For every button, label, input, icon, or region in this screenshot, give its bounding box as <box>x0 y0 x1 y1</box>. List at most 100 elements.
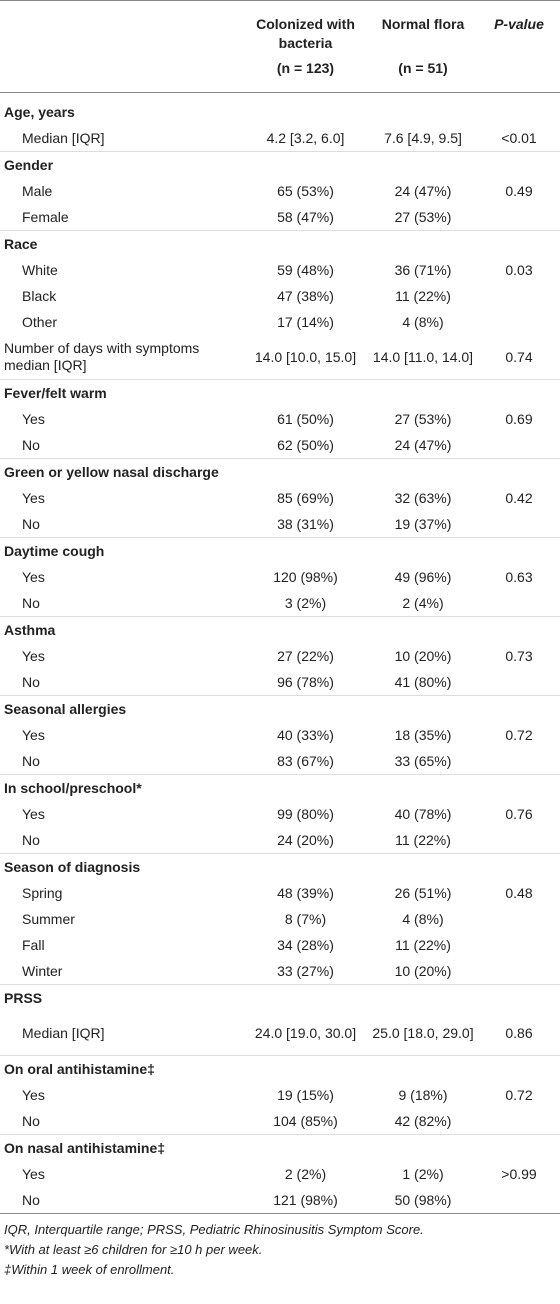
p-value: 0.72 <box>505 1086 533 1103</box>
data-row: Yes 99 (80%) 40 (78%) 0.76 <box>0 801 560 827</box>
header-cell: Colonized with bacteria <box>243 0 368 53</box>
group-row: Season of diagnosis <box>0 853 560 880</box>
group-label: On oral antihistamine‡ <box>0 1055 560 1082</box>
data-row: Yes 85 (69%) 32 (63%) 0.42 <box>0 485 560 511</box>
p-value: 0.69 <box>505 410 533 427</box>
row-label: No <box>22 1112 40 1129</box>
value-cell: 10 (20%) <box>394 647 452 664</box>
value-cell: 7.6 [4.9, 9.5] <box>384 129 462 146</box>
p-value <box>478 511 560 538</box>
value-cell: 11 (22%) <box>395 936 451 953</box>
value-cell: 17 (14%) <box>277 313 334 330</box>
value-cell: 4 (8%) <box>402 910 444 927</box>
group-row: Asthma <box>0 616 560 643</box>
data-row: Female 58 (47%) 27 (53%) <box>0 204 560 231</box>
row-label: No <box>22 436 40 453</box>
value-cell: 59 (48%) <box>277 261 334 278</box>
table-header: Colonized with bacteria Normal flora P-v… <box>0 0 560 93</box>
value-cell: 19 (15%) <box>277 1086 334 1103</box>
p-value: 0.86 <box>505 1024 533 1041</box>
data-row: Yes 61 (50%) 27 (53%) 0.69 <box>0 406 560 432</box>
data-row: Number of days with symptoms median [IQR… <box>0 335 560 380</box>
value-cell: 11 (22%) <box>395 831 451 848</box>
value-cell: 48 (39%) <box>277 884 334 901</box>
value-cell: 8 (7%) <box>284 910 327 927</box>
value-cell: 14.0 [10.0, 15.0] <box>254 348 357 365</box>
footnote: IQR, Interquartile range; PRSS, Pediatri… <box>4 1222 424 1237</box>
row-label: Female <box>22 208 69 225</box>
value-cell: 85 (69%) <box>277 489 334 506</box>
data-row: Median [IQR] 24.0 [19.0, 30.0] 25.0 [18.0,… <box>0 1011 560 1056</box>
data-row: No 3 (2%) 2 (4%) <box>0 590 560 617</box>
value-cell: 27 (53%) <box>394 410 452 427</box>
group-label: Green or yellow nasal discharge <box>0 458 560 485</box>
row-label: Other <box>22 313 58 330</box>
group-row: On nasal antihistamine‡ <box>0 1134 560 1161</box>
value-cell: 26 (51%) <box>394 884 452 901</box>
value-cell: 25.0 [18.0, 29.0] <box>372 1024 474 1041</box>
data-row: Median [IQR] 4.2 [3.2, 6.0] 7.6 [4.9, 9.5]… <box>0 125 560 152</box>
data-row: Fall 34 (28%) 11 (22%) <box>0 932 560 958</box>
value-cell: 24.0 [19.0, 30.0] <box>254 1024 357 1041</box>
row-label: Yes <box>22 647 45 664</box>
value-cell: 38 (31%) <box>277 515 334 532</box>
data-row: No 24 (20%) 11 (22%) <box>0 827 560 854</box>
value-cell: 4.2 [3.2, 6.0] <box>266 129 345 146</box>
data-row: Yes 27 (22%) 10 (20%) 0.73 <box>0 643 560 669</box>
value-cell: 40 (33%) <box>277 726 334 743</box>
value-cell: 40 (78%) <box>394 805 452 822</box>
p-value <box>478 1108 560 1135</box>
group-label: Gender <box>0 151 560 178</box>
data-row: Yes 19 (15%) 9 (18%) 0.72 <box>0 1082 560 1108</box>
value-cell: 34 (28%) <box>277 936 334 953</box>
data-row: Summer 8 (7%) 4 (8%) <box>0 906 560 932</box>
p-value: 0.73 <box>505 647 533 664</box>
group-label: Race <box>0 230 560 257</box>
value-cell: 18 (35%) <box>394 726 452 743</box>
p-value <box>478 827 560 854</box>
row-label: Male <box>22 182 53 199</box>
value-cell: 49 (96%) <box>394 568 452 585</box>
value-cell: 61 (50%) <box>277 410 334 427</box>
group-row: PRSS <box>0 984 560 1011</box>
group-row: Green or yellow nasal discharge <box>0 458 560 485</box>
header-cell <box>0 0 243 53</box>
p-value <box>478 283 560 309</box>
row-label: Yes <box>22 568 45 585</box>
p-value: 0.74 <box>505 348 533 365</box>
value-cell: 9 (18%) <box>398 1086 448 1103</box>
value-cell: 47 (38%) <box>277 287 334 304</box>
value-cell: 99 (80%) <box>277 805 334 822</box>
data-row: Yes 40 (33%) 18 (35%) 0.72 <box>0 722 560 748</box>
p-value <box>478 906 560 932</box>
group-label: Age, years <box>4 103 75 120</box>
footnote-block: IQR, Interquartile range; PRSS, Pediatri… <box>0 1214 560 1280</box>
p-value: 0.63 <box>505 568 533 585</box>
row-label: No <box>22 831 40 848</box>
row-label: Median [IQR] <box>22 129 105 146</box>
group-row: Race <box>0 230 560 257</box>
header-cell <box>478 53 560 93</box>
row-label: Number of days with symptoms median [IQR… <box>4 340 200 373</box>
group-row: Gender <box>0 151 560 178</box>
group-row: Daytime cough <box>0 537 560 564</box>
p-value <box>478 748 560 775</box>
data-row: Spring 48 (39%) 26 (51%) 0.48 <box>0 880 560 906</box>
value-cell: 4 (8%) <box>402 313 444 330</box>
p-value: <0.01 <box>501 129 537 146</box>
group-label: Seasonal allergies <box>0 695 560 722</box>
value-cell: 58 (47%) <box>277 208 334 225</box>
value-cell: 1 (2%) <box>402 1165 444 1182</box>
value-cell: 24 (47%) <box>394 182 452 199</box>
value-cell: 120 (98%) <box>273 568 338 585</box>
value-cell: 33 (65%) <box>394 752 452 769</box>
value-cell: 50 (98%) <box>368 1187 478 1214</box>
row-label: Median [IQR] <box>22 1024 105 1041</box>
value-cell: 36 (71%) <box>394 261 452 278</box>
data-row: Winter 33 (27%) 10 (20%) <box>0 958 560 985</box>
row-label: No <box>22 594 40 611</box>
table: Colonized with bacteria Normal flora P-v… <box>0 0 560 1214</box>
row-label: No <box>22 515 40 532</box>
data-row: Yes 2 (2%) 1 (2%) >0.99 <box>0 1161 560 1187</box>
table-body: Age, years Median [IQR] 4.2 [3.2, 6.0] 7.6 … <box>0 93 560 1214</box>
